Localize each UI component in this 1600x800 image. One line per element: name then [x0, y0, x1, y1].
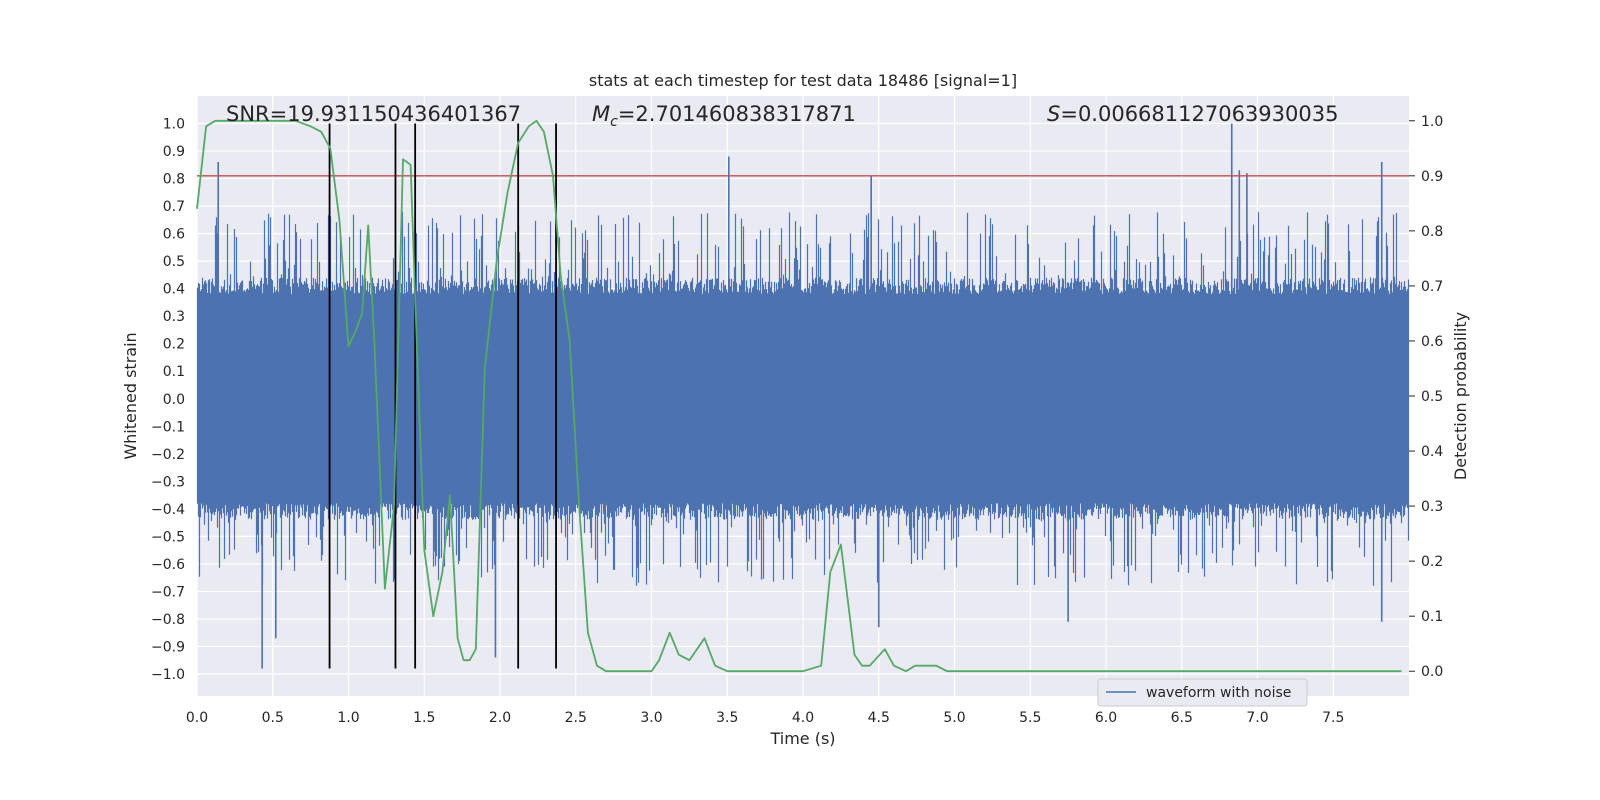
- y-tick-label: −0.5: [151, 529, 185, 545]
- y-tick-label: 0.7: [163, 199, 185, 215]
- mc-value: =2.701460838317871: [618, 102, 856, 126]
- y-tick-label: −0.3: [151, 474, 185, 490]
- y-tick-label: 0.9: [163, 144, 185, 160]
- probability-line: [196, 119, 1402, 673]
- mc-subscript: c: [610, 114, 618, 130]
- y2-tick-label: 0.9: [1421, 169, 1443, 185]
- waveform-core: [197, 294, 1409, 504]
- x-tick-label: 5.5: [1019, 710, 1041, 726]
- y2-tick-label: 0.1: [1421, 609, 1443, 625]
- y-tick-label: −0.8: [151, 612, 185, 628]
- y-tick-label: 0.1: [163, 364, 185, 380]
- probability-series: [196, 119, 1402, 673]
- legend-label-waveform: waveform with noise: [1146, 685, 1291, 701]
- y-tick-label: 0.3: [163, 309, 185, 325]
- x-tick-label: 2.0: [489, 710, 511, 726]
- x-tick-label: 6.0: [1095, 710, 1117, 726]
- x-tick-label: 6.5: [1171, 710, 1193, 726]
- y2-tick-label: 0.2: [1421, 554, 1443, 570]
- x-tick-label: 1.5: [413, 710, 435, 726]
- x-tick-label: 5.0: [943, 710, 965, 726]
- legend: waveform with noise: [1097, 678, 1308, 707]
- x-tick-label: 0.0: [186, 710, 208, 726]
- y-tick-label: 0.6: [163, 227, 185, 243]
- y2-tick-label: 0.8: [1421, 224, 1443, 240]
- x-tick-label: 4.0: [792, 710, 814, 726]
- y2-tick-label: 0.6: [1421, 334, 1443, 350]
- legend-box: [1097, 678, 1308, 707]
- y2-axis-label: Detection probability: [1451, 312, 1470, 480]
- y-tick-label: 0.0: [163, 392, 185, 408]
- x-tick-label: 1.0: [337, 710, 359, 726]
- mc-annotation: Mc=2.701460838317871: [592, 102, 856, 130]
- y2-tick-label: 1.0: [1421, 114, 1443, 130]
- y-tick-label: 0.8: [163, 172, 185, 188]
- chart-title: stats at each timestep for test data 184…: [589, 71, 1017, 90]
- x-tick-label: 4.5: [868, 710, 890, 726]
- x-axis-label: Time (s): [769, 729, 835, 748]
- y2-tick-label: 0.4: [1421, 444, 1443, 460]
- y2-tick-label: 0.3: [1421, 499, 1443, 515]
- y-tick-label: 0.2: [163, 337, 185, 353]
- y-axis-ticks: 1.0 0.9 0.8 0.7 0.6 0.5 0.4 0.3 0.2 0.1 0.0 −0.1 −0.…: [151, 117, 185, 683]
- y2-tick-label: 0.0: [1421, 664, 1443, 680]
- y-tick-label: −1.0: [151, 667, 185, 683]
- mc-prefix: M: [592, 102, 610, 126]
- x-tick-label: 3.5: [716, 710, 738, 726]
- y-tick-label: −0.7: [151, 584, 185, 600]
- y-tick-label: −0.2: [151, 447, 185, 463]
- y2-tick-label: 0.5: [1421, 389, 1443, 405]
- x-tick-label: 3.0: [640, 710, 662, 726]
- y-tick-label: −0.6: [151, 557, 185, 573]
- s-prefix: S: [1047, 102, 1060, 126]
- x-tick-label: 7.0: [1246, 710, 1268, 726]
- s-annotation: S=0.006681127063930035: [1047, 102, 1338, 126]
- y-tick-label: −0.4: [151, 502, 185, 518]
- y-tick-label: 0.5: [163, 254, 185, 270]
- x-axis-ticks: 0.0 0.5 1.0 1.5 2.0 2.5 3.0 3.5 4.0 4.5 5.0 5.5 6.0 6…: [186, 710, 1345, 726]
- y2-axis-ticks: 1.0 0.9 0.8 0.7 0.6 0.5 0.4 0.3 0.2 0.1 0.0: [1409, 114, 1443, 680]
- y2-tick-label: 0.7: [1421, 279, 1443, 295]
- y-axis-label: Whitened strain: [121, 332, 140, 459]
- x-tick-label: 7.5: [1322, 710, 1344, 726]
- y-tick-label: −0.9: [151, 639, 185, 655]
- x-tick-label: 2.5: [565, 710, 587, 726]
- snr-annotation: SNR=19.931150436401367: [226, 102, 521, 126]
- x-tick-label: 0.5: [262, 710, 284, 726]
- s-value: =0.006681127063930035: [1060, 102, 1338, 126]
- y-tick-label: 0.4: [163, 282, 185, 298]
- y-tick-label: 1.0: [163, 117, 185, 133]
- vertical-markers: [328, 123, 557, 669]
- y-tick-label: −0.1: [151, 419, 185, 435]
